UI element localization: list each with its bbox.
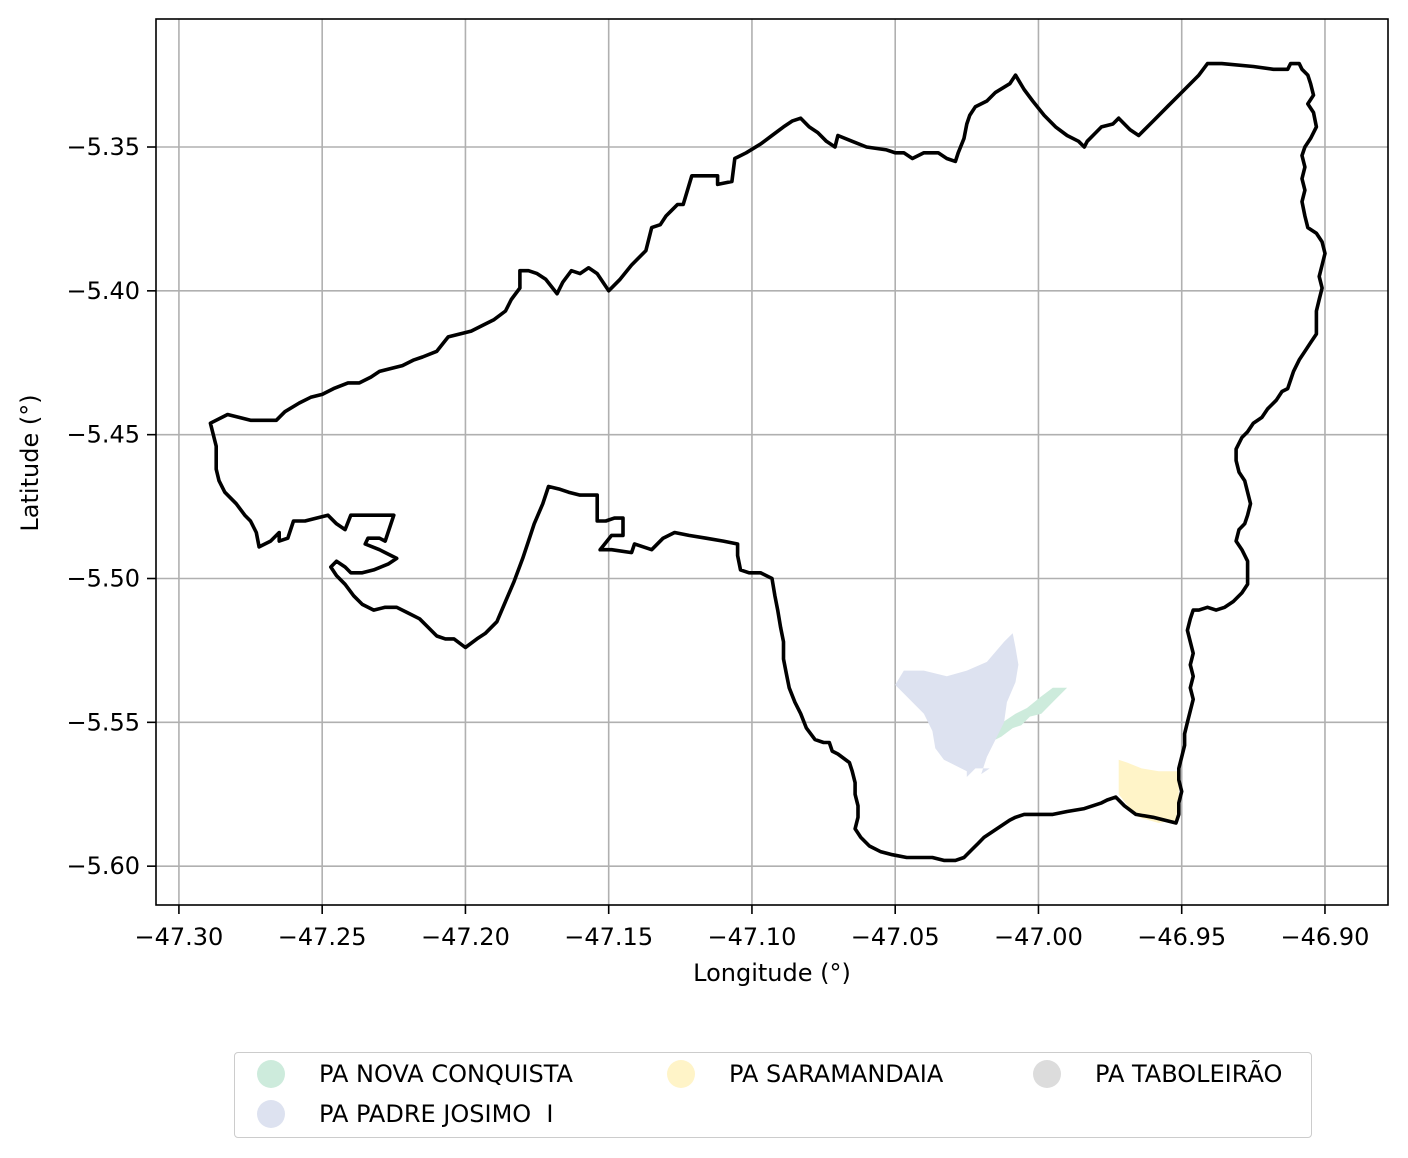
grid-lines <box>156 19 1388 905</box>
legend-marker-icon <box>257 1100 285 1128</box>
x-tick-label: −47.30 <box>135 923 224 951</box>
y-tick-label: −5.55 <box>66 708 140 736</box>
legend-label: PA NOVA CONQUISTA <box>319 1060 573 1088</box>
y-axis-ticks: −5.35 −5.40 −5.45 −5.50 −5.55 −5.60 <box>66 133 156 880</box>
x-tick-label: −47.20 <box>421 923 510 951</box>
plot-frame <box>155 18 1389 906</box>
legend-label: PA PADRE JOSIMO I <box>319 1100 554 1128</box>
x-tick-label: −47.10 <box>708 923 797 951</box>
legend-item-taboleirao: PA TABOLEIRÃO <box>1033 1059 1282 1089</box>
legend-label: PA TABOLEIRÃO <box>1095 1060 1283 1088</box>
y-tick-label: −5.35 <box>66 133 140 161</box>
municipality-boundary-layer <box>208 61 1327 863</box>
regions-layer <box>895 633 1179 823</box>
x-tick-label: −47.05 <box>851 923 940 951</box>
y-axis-title: Latitude (°) <box>16 394 44 531</box>
legend: PA NOVA CONQUISTA PA PADRE JOSIMO I PA S… <box>234 1052 1312 1138</box>
x-tick-label: −47.00 <box>994 923 1083 951</box>
legend-marker-icon <box>257 1060 285 1088</box>
x-tick-label: −46.95 <box>1137 923 1226 951</box>
region-pa-nova-conquista <box>992 687 1068 740</box>
x-axis-title: Longitude (°) <box>693 959 851 987</box>
legend-marker-icon <box>667 1060 695 1088</box>
y-tick-label: −5.60 <box>66 852 140 880</box>
legend-item-saramandaia: PA SARAMANDAIA <box>667 1059 943 1089</box>
x-axis-ticks: −47.30 −47.25 −47.20 −47.15 −47.10 −47.05 −47.… <box>135 905 1370 951</box>
x-tick-label: −46.90 <box>1281 923 1370 951</box>
y-tick-label: −5.45 <box>66 421 140 449</box>
legend-label: PA SARAMANDAIA <box>729 1060 944 1088</box>
x-tick-label: −47.25 <box>278 923 367 951</box>
legend-item-padre-josimo: PA PADRE JOSIMO I <box>257 1099 554 1129</box>
y-tick-label: −5.50 <box>66 565 140 593</box>
municipality-boundary <box>208 61 1327 863</box>
legend-marker-icon <box>1033 1060 1061 1088</box>
region-pa-saramandaia <box>1118 759 1179 823</box>
legend-item-nova-conquista: PA NOVA CONQUISTA <box>257 1059 573 1089</box>
region-pa-padre-josimo-i <box>895 633 1019 777</box>
x-tick-label: −47.15 <box>564 923 653 951</box>
y-tick-label: −5.40 <box>66 277 140 305</box>
